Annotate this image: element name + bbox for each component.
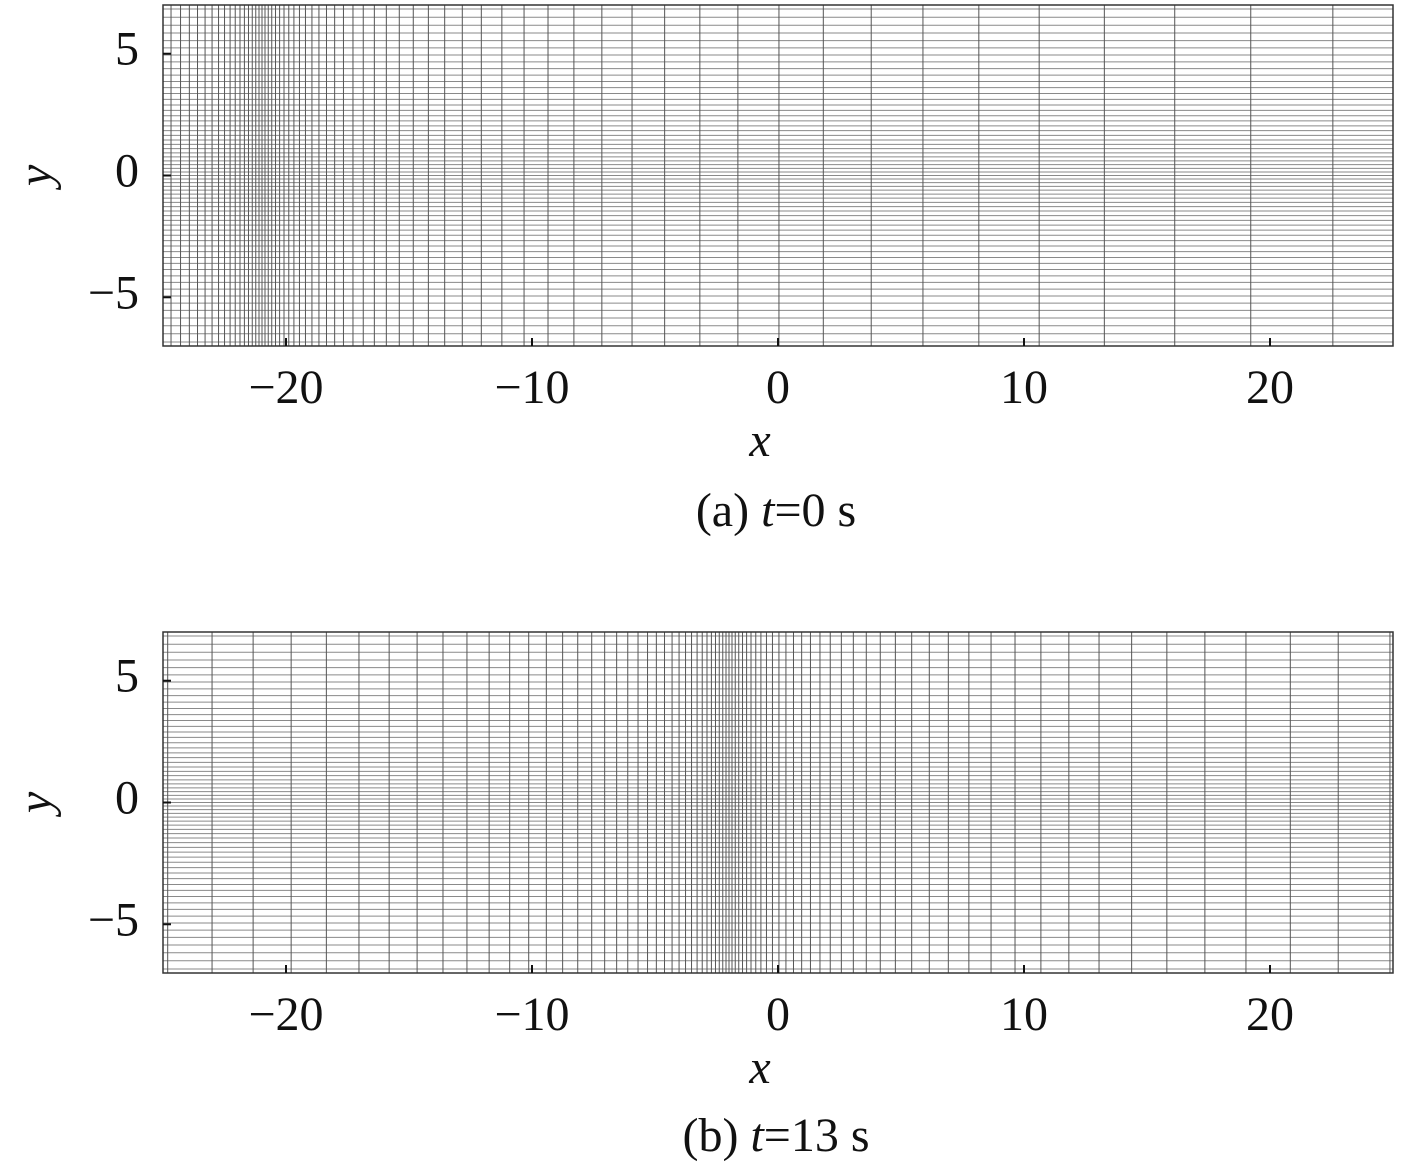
y-tick-label: 0 — [115, 772, 139, 825]
caption-part: =0 s — [774, 484, 856, 537]
y-tick-label: 5 — [115, 650, 139, 703]
y-axis-label: y — [9, 791, 62, 818]
x-tick-label: 10 — [1000, 988, 1048, 1041]
x-axis-label: x — [748, 414, 770, 467]
x-tick-label: −10 — [494, 988, 569, 1041]
x-tick-label: −20 — [248, 361, 323, 414]
x-tick-label: 20 — [1246, 988, 1294, 1041]
y-tick-label: −5 — [88, 893, 139, 946]
caption-part: t — [761, 484, 776, 537]
y-tick-label: 5 — [115, 23, 139, 76]
x-tick-label: −10 — [494, 361, 569, 414]
y-axis-label: y — [9, 164, 62, 191]
mesh — [163, 632, 1393, 973]
y-tick-label: −5 — [88, 266, 139, 319]
caption-part: (b) — [682, 1109, 750, 1162]
x-tick-label: 20 — [1246, 361, 1294, 414]
caption: (b) t=13 s — [682, 1109, 869, 1162]
caption: (a) t=0 s — [696, 484, 856, 537]
x-tick-label: 10 — [1000, 361, 1048, 414]
caption-part: =13 s — [764, 1109, 870, 1162]
mesh — [163, 5, 1393, 346]
x-tick-label: 0 — [766, 361, 790, 414]
y-tick-label: 0 — [115, 145, 139, 198]
x-axis-label: x — [748, 1041, 770, 1094]
caption-part: (a) — [696, 484, 761, 537]
x-tick-label: 0 — [766, 988, 790, 1041]
caption-part: t — [750, 1109, 765, 1162]
x-tick-label: −20 — [248, 988, 323, 1041]
